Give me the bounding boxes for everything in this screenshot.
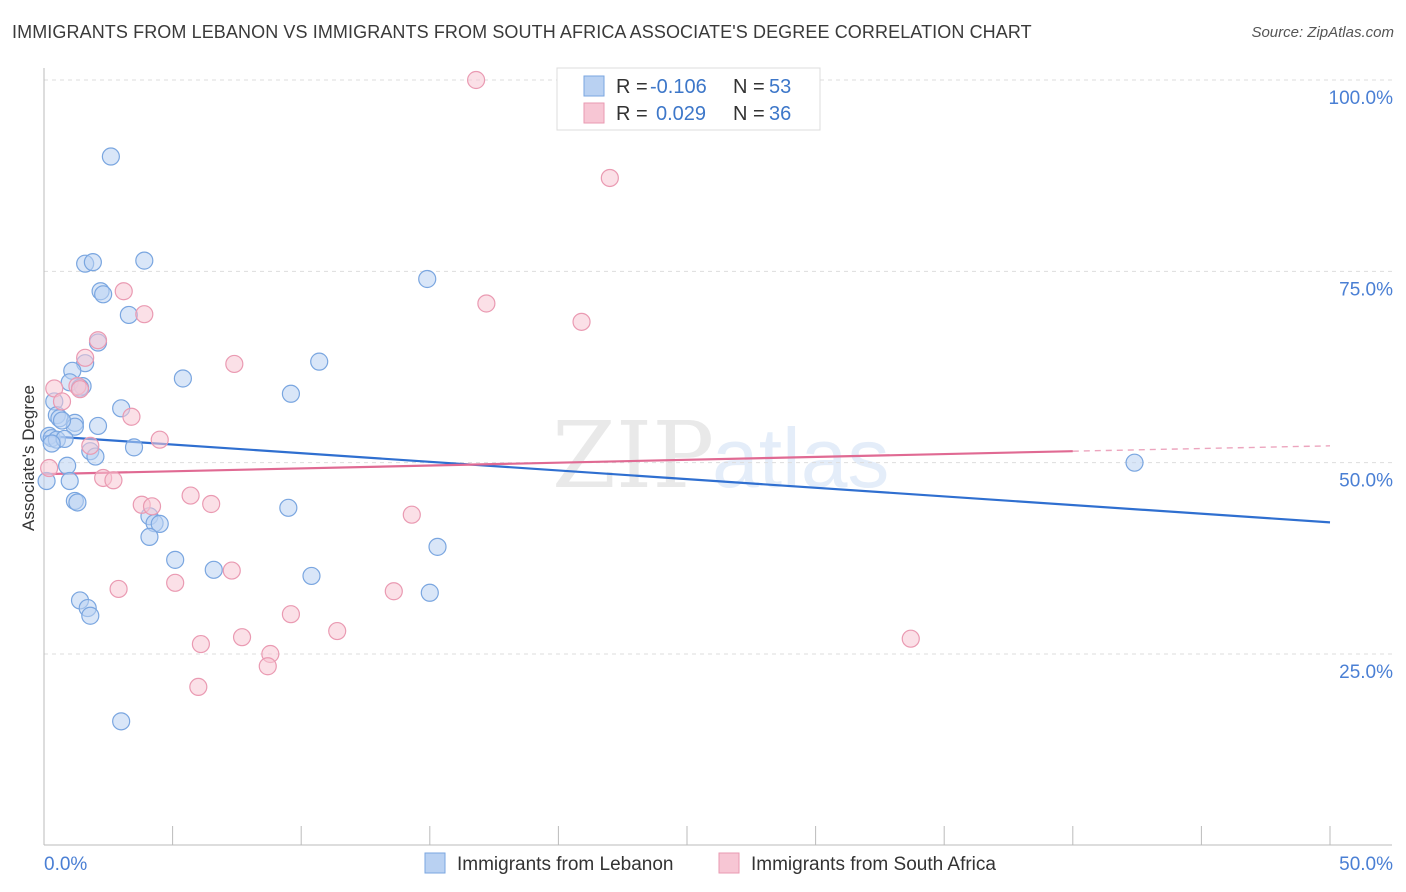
point-south-africa-0 xyxy=(466,70,486,90)
point-south-africa-24 xyxy=(222,561,241,580)
trend-line-south-africa xyxy=(43,450,1073,476)
bottom-legend-swatch-lebanon xyxy=(424,852,446,874)
point-south-africa-33 xyxy=(258,657,277,676)
point-lebanon-0 xyxy=(101,147,120,166)
point-lebanon-42 xyxy=(418,269,437,289)
point-lebanon-35 xyxy=(173,369,192,388)
correlation-legend: R = -0.106 N = 53 R = 0.029 N = 36 xyxy=(556,67,821,131)
legend-n-value-1: 53 xyxy=(769,76,791,98)
source-label: Source: ZipAtlas.com xyxy=(1251,24,1394,41)
point-south-africa-1 xyxy=(600,168,619,188)
point-south-africa-27 xyxy=(384,582,403,601)
bottom-legend-label-lebanon: Immigrants from Lebanon xyxy=(457,854,674,875)
x-tick-label-50: 50.0% xyxy=(1339,854,1393,875)
point-lebanon-6 xyxy=(119,305,138,325)
point-south-africa-5 xyxy=(135,305,154,324)
point-south-africa-30 xyxy=(232,628,252,647)
bottom-legend-label-south-africa: Immigrants from South Africa xyxy=(751,854,996,875)
axes: 25.0% 50.0% 75.0% 100.0% 0.0% 50.0% xyxy=(43,68,1394,875)
point-south-africa-3 xyxy=(572,312,591,331)
point-south-africa-2 xyxy=(477,294,496,313)
bottom-legend-swatch-south-africa xyxy=(718,852,740,874)
point-lebanon-38 xyxy=(166,550,185,569)
point-south-africa-26 xyxy=(109,579,128,599)
y-tick-label-100: 100.0% xyxy=(1329,88,1394,109)
point-lebanon-26 xyxy=(58,456,77,475)
point-lebanon-25 xyxy=(124,438,144,457)
legend-n-value-2: 36 xyxy=(769,103,791,125)
point-lebanon-48 xyxy=(112,712,131,731)
point-lebanon-40 xyxy=(279,498,298,517)
point-lebanon-27 xyxy=(60,471,79,491)
point-lebanon-2 xyxy=(83,253,102,272)
legend-r-value-2: 0.029 xyxy=(656,103,706,125)
trend-lines xyxy=(43,434,1331,524)
point-south-africa-11 xyxy=(70,380,90,399)
point-south-africa-14 xyxy=(81,436,100,455)
legend-r-label-2: R = xyxy=(616,103,648,125)
watermark-zip: ZIP xyxy=(552,402,714,509)
trend-line-lebanon xyxy=(43,434,1331,524)
point-south-africa-7 xyxy=(76,348,95,367)
point-south-africa-28 xyxy=(281,605,301,624)
watermark: ZIP atlas xyxy=(552,402,889,509)
legend-r-label-1: R = xyxy=(616,76,648,98)
chart-title: IMMIGRANTS FROM LEBANON VS IMMIGRANTS FR… xyxy=(12,22,1032,42)
point-south-africa-12 xyxy=(52,392,72,411)
gridlines xyxy=(44,79,1392,655)
point-south-africa-35 xyxy=(901,629,920,648)
y-tick-label-50: 50.0% xyxy=(1339,471,1393,492)
point-south-africa-18 xyxy=(104,471,123,490)
point-lebanon-34 xyxy=(140,527,159,547)
point-south-africa-15 xyxy=(150,430,169,449)
series-south-africa xyxy=(40,70,920,697)
point-south-africa-8 xyxy=(225,354,244,374)
point-south-africa-21 xyxy=(181,486,200,505)
y-axis-label: Associate's Degree xyxy=(19,385,38,531)
legend-n-label-2: N = xyxy=(733,103,765,125)
point-lebanon-41 xyxy=(302,566,321,586)
legend-swatch-south-africa xyxy=(583,102,605,124)
point-south-africa-29 xyxy=(328,621,347,641)
point-lebanon-51 xyxy=(52,411,72,430)
series-legend: Immigrants from Lebanon Immigrants from … xyxy=(424,852,996,875)
point-lebanon-37 xyxy=(310,352,329,371)
legend-n-label-1: N = xyxy=(733,76,765,98)
point-south-africa-4 xyxy=(114,282,133,301)
point-south-africa-20 xyxy=(142,497,162,516)
point-south-africa-25 xyxy=(166,573,185,592)
point-lebanon-44 xyxy=(420,583,439,602)
point-south-africa-6 xyxy=(88,331,108,350)
point-south-africa-13 xyxy=(122,407,141,426)
point-lebanon-36 xyxy=(281,384,301,403)
point-lebanon-43 xyxy=(428,537,447,556)
trend-line-south-africa-extension xyxy=(1072,445,1331,452)
y-tick-label-75: 75.0% xyxy=(1339,279,1393,300)
point-lebanon-50 xyxy=(42,434,61,453)
point-lebanon-5 xyxy=(94,285,113,304)
data-points xyxy=(37,70,1144,731)
point-lebanon-33 xyxy=(150,514,169,533)
point-lebanon-49 xyxy=(1125,453,1144,472)
point-south-africa-22 xyxy=(202,494,221,514)
point-lebanon-3 xyxy=(135,251,154,270)
point-south-africa-31 xyxy=(191,634,210,654)
point-lebanon-47 xyxy=(81,606,100,625)
y-tick-label-25: 25.0% xyxy=(1339,662,1393,683)
x-tick-label-0: 0.0% xyxy=(44,854,87,875)
point-lebanon-39 xyxy=(204,560,223,579)
point-south-africa-34 xyxy=(189,677,208,697)
point-south-africa-23 xyxy=(402,505,421,524)
point-lebanon-17 xyxy=(88,416,108,436)
legend-swatch-lebanon xyxy=(583,75,605,97)
legend-r-value-1: -0.106 xyxy=(650,76,707,98)
point-lebanon-30 xyxy=(68,493,87,512)
point-south-africa-16 xyxy=(40,458,59,478)
